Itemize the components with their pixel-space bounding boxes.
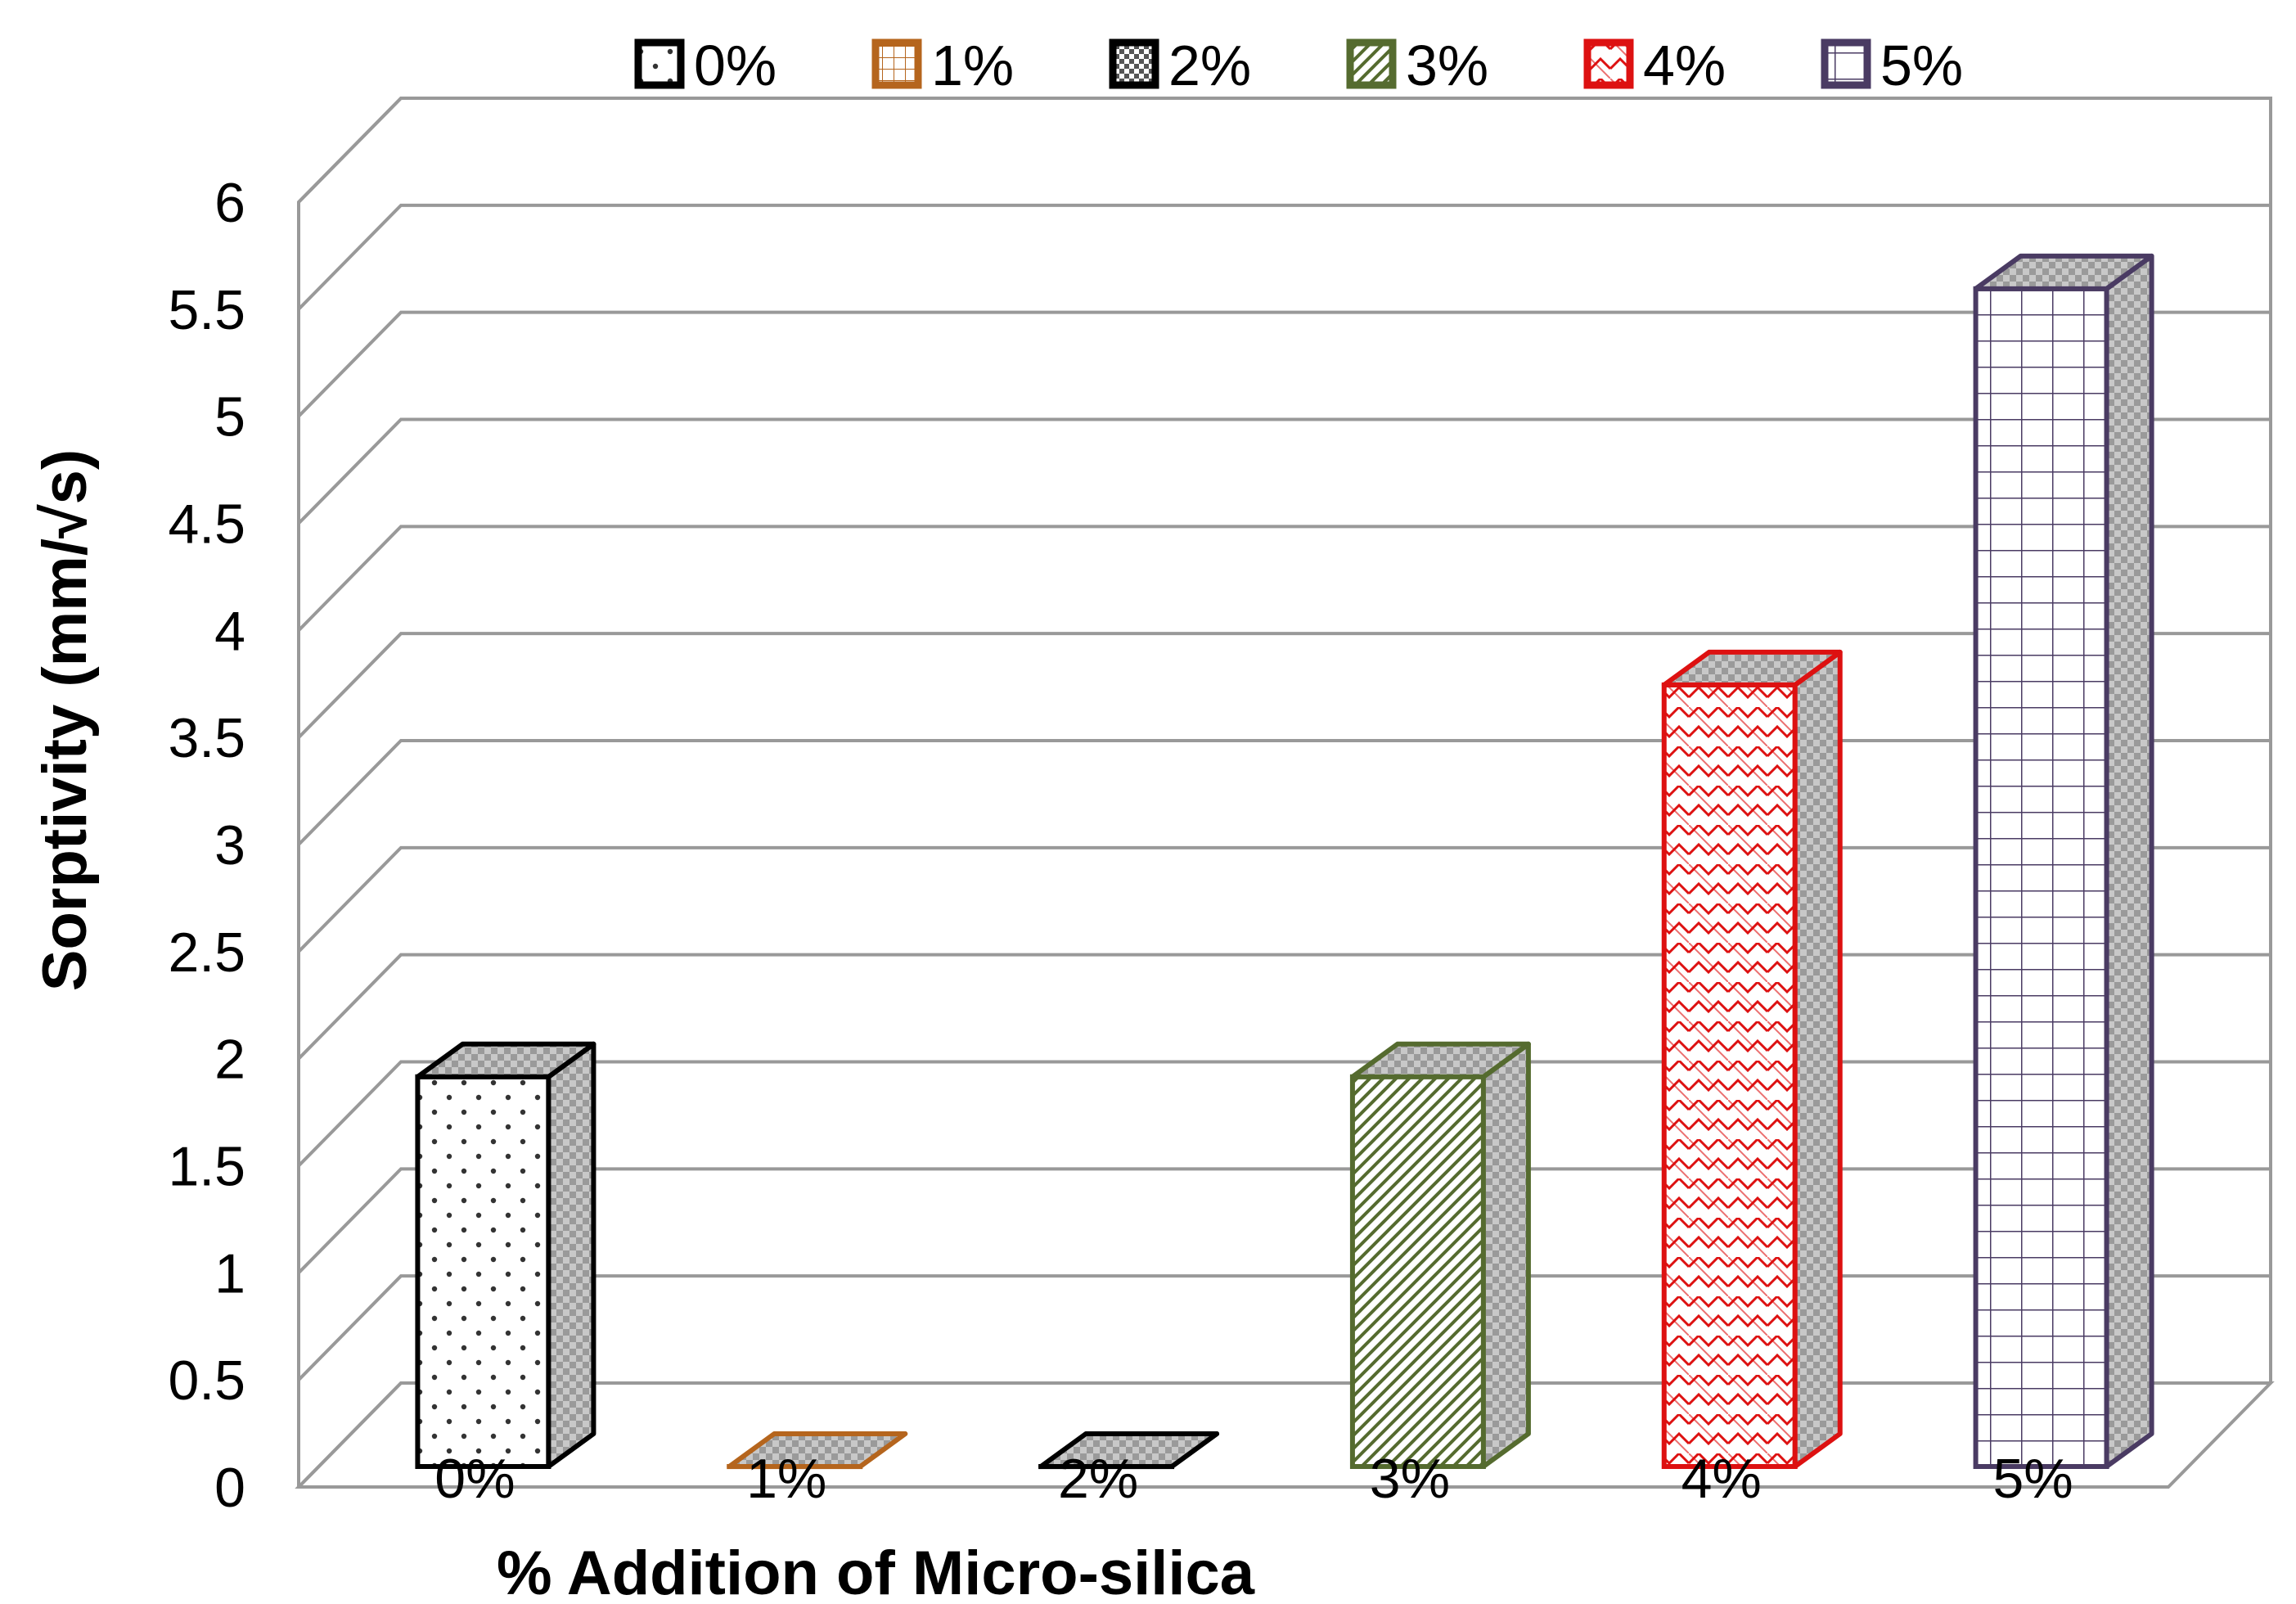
x-tick-label: 2% <box>1058 1448 1138 1510</box>
bar <box>1973 253 2154 1469</box>
legend-item: 4% <box>1583 34 1726 97</box>
bar <box>1038 1431 1220 1470</box>
gridline <box>297 845 2271 953</box>
gridlines <box>297 97 2271 1489</box>
bar <box>1349 1041 1531 1470</box>
legend-swatch <box>871 38 922 89</box>
legend-swatch <box>1346 38 1397 89</box>
bar-side <box>546 1041 597 1469</box>
bar-side <box>1480 1041 1531 1469</box>
y-tick-label: 2.5 <box>168 921 245 984</box>
bar-front <box>1973 286 2109 1469</box>
legend-item: 5% <box>1821 34 1963 97</box>
legend-label: 4% <box>1643 34 1726 97</box>
x-tick-label: 3% <box>1370 1448 1450 1510</box>
x-axis-title: % Addition of Micro-silica <box>497 1539 1255 1604</box>
bar <box>727 1431 908 1470</box>
bars <box>415 253 2154 1470</box>
legend-label: 3% <box>1406 34 1488 97</box>
y-tick-label: 3.5 <box>168 707 245 769</box>
gridline <box>297 739 2271 846</box>
bar <box>1661 649 1843 1469</box>
gridline <box>297 310 2271 418</box>
gridline <box>297 203 2271 311</box>
bar-front <box>1349 1074 1486 1470</box>
y-tick-label: 5.5 <box>168 279 245 341</box>
bar-side <box>1792 649 1843 1469</box>
legend-swatch <box>1821 38 1871 89</box>
legend-swatch <box>634 38 685 89</box>
bar-side <box>2104 253 2154 1469</box>
bar-top <box>1973 253 2154 291</box>
x-tick-label: 5% <box>1992 1448 2073 1510</box>
floor-outline <box>295 1381 2275 1489</box>
y-tick-label: 1 <box>214 1242 245 1304</box>
legend-swatch <box>1583 38 1634 89</box>
legend-label: 0% <box>694 34 777 97</box>
gridline <box>297 1274 2271 1381</box>
legend: 0% 1% 2% 3% 4% 5% <box>634 34 1963 97</box>
gridline <box>297 525 2271 632</box>
legend-item: 3% <box>1346 34 1488 97</box>
x-tick-labels: 0% 1% 2% 3% 4% 5% <box>434 1448 2073 1510</box>
chart-floor <box>295 1381 2275 1489</box>
bar-top <box>415 1041 597 1079</box>
y-tick-label: 4.5 <box>168 493 245 556</box>
y-tick-label: 3 <box>214 814 245 876</box>
gridline <box>297 1167 2271 1274</box>
x-tick-label: 1% <box>746 1448 826 1510</box>
gridline <box>297 632 2271 739</box>
y-tick-label: 0 <box>214 1457 245 1519</box>
bar-top <box>1038 1431 1220 1469</box>
y-tick-label: 4 <box>214 600 245 662</box>
legend-label: 2% <box>1168 34 1251 97</box>
x-tick-label: 4% <box>1681 1448 1762 1510</box>
legend-item: 2% <box>1109 34 1251 97</box>
legend-item: 1% <box>871 34 1014 97</box>
bar-top <box>1661 649 1843 687</box>
y-axis-title: Sorptivity (mm/√s) <box>30 449 100 991</box>
y-tick-label: 5 <box>214 386 245 448</box>
bar-top <box>1349 1041 1531 1079</box>
legend-swatch <box>1109 38 1159 89</box>
legend-label: 5% <box>1880 34 1963 97</box>
bar-front <box>1661 682 1798 1469</box>
bar <box>415 1041 597 1470</box>
gridline <box>297 97 2271 204</box>
gridline <box>297 417 2271 525</box>
y-tick-label: 0.5 <box>168 1349 245 1412</box>
legend-label: 1% <box>931 34 1014 97</box>
gridline <box>297 1060 2271 1167</box>
bar-front <box>415 1074 551 1470</box>
y-tick-label: 1.5 <box>168 1136 245 1198</box>
bar-top <box>727 1431 908 1469</box>
gridline <box>297 953 2271 1061</box>
x-tick-label: 0% <box>434 1448 515 1510</box>
y-tick-labels: 0 0.5 1 1.5 2 2.5 3 3.5 4 4.5 5 5.5 6 <box>168 172 245 1519</box>
y-tick-label: 2 <box>214 1029 245 1091</box>
legend-item: 0% <box>634 34 777 97</box>
y-tick-label: 6 <box>214 172 245 234</box>
